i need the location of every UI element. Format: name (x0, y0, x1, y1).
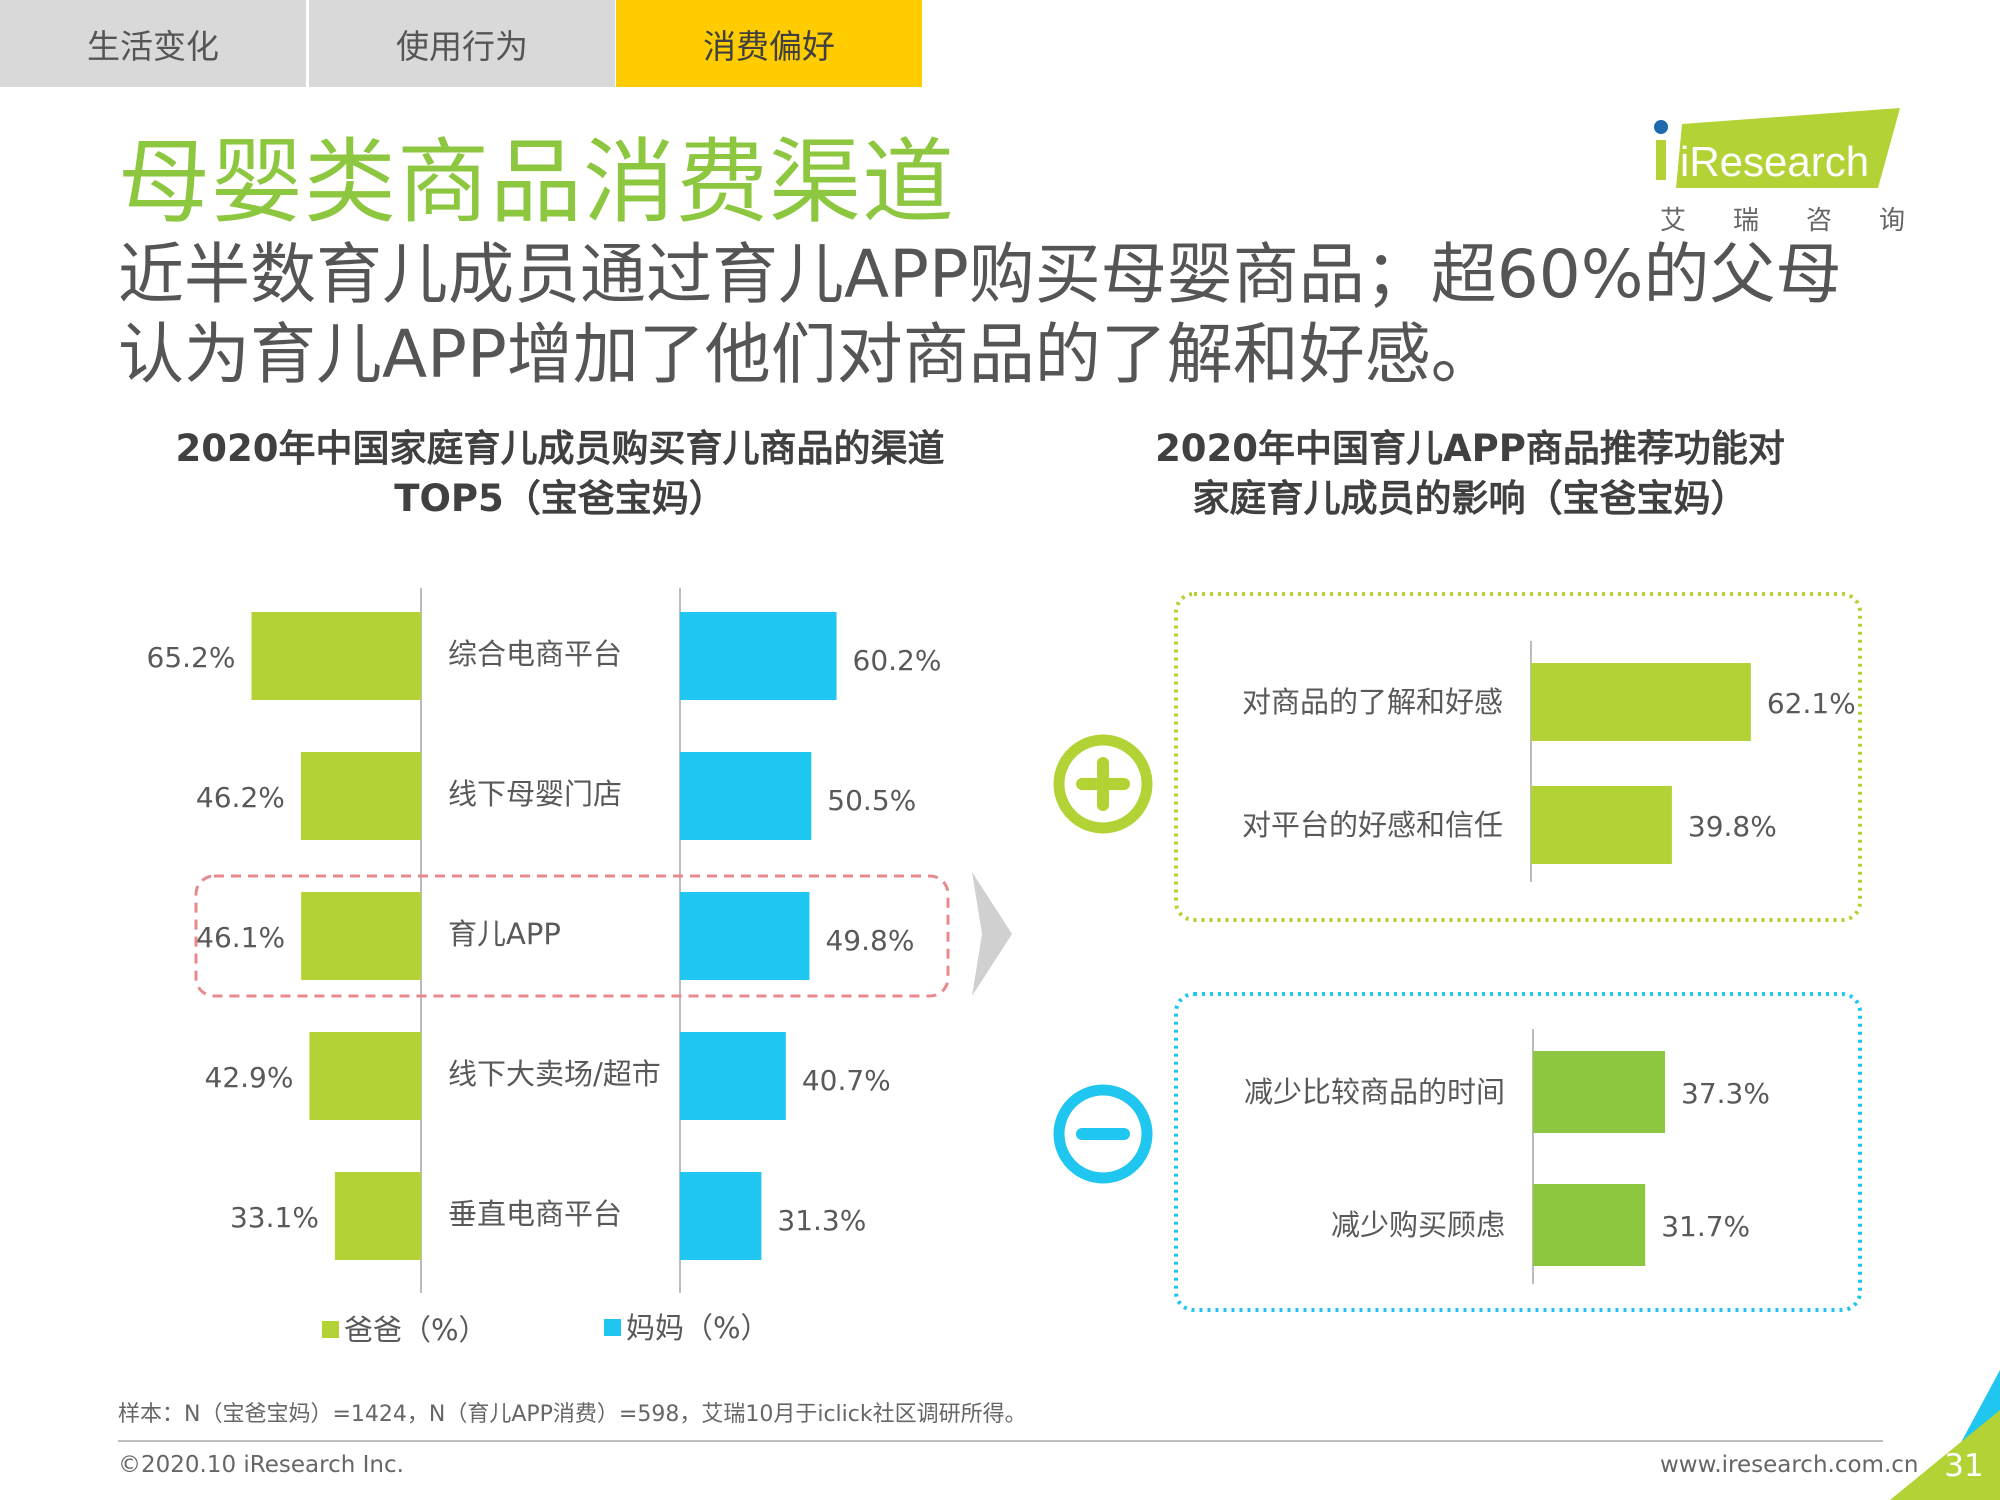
plus-icon-bar-vertical (1097, 757, 1109, 811)
dad-value-label: 42.9% (205, 1061, 294, 1094)
logo-char: 询 (1878, 206, 1905, 236)
page-subtitle: 近半数育儿成员通过育儿APP购买母婴商品；超60%的父母认为育儿APP增加了他们… (118, 236, 1842, 393)
left-chart-title: 2020年中国家庭育儿成员购买育儿商品的渠道 TOP5（宝爸宝妈） (140, 424, 980, 524)
category-label: 育儿APP (448, 917, 561, 951)
right-chart-title: 2020年中国育儿APP商品推荐功能对 家庭育儿成员的影响（宝爸宝妈） (1120, 424, 1820, 524)
category-label: 综合电商平台 (448, 637, 622, 671)
tab-life-changes[interactable]: 生活变化 (0, 0, 306, 87)
page-number: 31 (1944, 1448, 1984, 1484)
impact-bar (1531, 663, 1751, 741)
mom-value-label: 60.2% (853, 644, 942, 677)
impact-bar (1533, 1051, 1666, 1133)
iresearch-logo: iResearch (1654, 108, 1900, 188)
mom-bar (680, 752, 812, 840)
minus-icon-bar (1076, 1128, 1130, 1140)
right-chart-title-line: 家庭育儿成员的影响（宝爸宝妈） (1192, 477, 1748, 520)
dad-bar (301, 892, 421, 980)
dad-value-label: 65.2% (147, 641, 236, 674)
left-chart-title-line: TOP5（宝爸宝妈） (394, 477, 726, 520)
dad-value-label: 46.2% (196, 781, 285, 814)
mom-bar (680, 892, 810, 980)
dad-value-label: 33.1% (230, 1201, 319, 1234)
mom-bar (680, 1032, 786, 1120)
logo-chinese: 艾 瑞 咨 询 (1660, 200, 1905, 237)
impact-category-label: 对商品的了解和好感 (1242, 685, 1503, 719)
category-label: 线下母婴门店 (448, 777, 622, 811)
impact-value-label: 31.7% (1661, 1210, 1750, 1243)
impact-bar (1531, 786, 1672, 864)
footnote: 样本：N（宝爸宝妈）=1424，N（育儿APP消费）=598，艾瑞10月于icl… (118, 1402, 1027, 1427)
plus-group-box (1174, 592, 1862, 922)
arrow-chevron (972, 872, 1012, 996)
dad-bar (309, 1032, 421, 1120)
footer-divider (118, 1440, 1883, 1442)
mom-value-label: 31.3% (777, 1204, 866, 1237)
impact-bar (1533, 1184, 1646, 1266)
impact-value-label: 39.8% (1688, 810, 1777, 843)
legend-label-dad: 爸爸（%） (344, 1313, 488, 1347)
minus-icon (1053, 1084, 1153, 1184)
legend-label-mom: 妈妈（%） (626, 1311, 770, 1345)
tab-consumption-preference[interactable]: 消费偏好 (616, 0, 922, 87)
logo-char: 艾 (1660, 206, 1687, 236)
category-label: 线下大卖场/超市 (448, 1057, 661, 1091)
dad-value-label: 46.1% (196, 921, 285, 954)
impact-value-label: 62.1% (1767, 687, 1856, 720)
dad-bar (251, 612, 421, 700)
plus-icon (1053, 734, 1153, 834)
minus-group-box (1174, 992, 1862, 1312)
highlight-box (194, 874, 950, 998)
category-label: 垂直电商平台 (448, 1197, 622, 1231)
mom-bar (680, 612, 837, 700)
tab-usage-behavior[interactable]: 使用行为 (309, 0, 615, 87)
right-chart-title-line: 2020年中国育儿APP商品推荐功能对 (1155, 427, 1785, 470)
dad-bar (334, 1172, 421, 1260)
legend-swatch-dad (322, 1321, 339, 1338)
impact-category-label: 减少比较商品的时间 (1244, 1075, 1505, 1109)
impact-category-label: 减少购买顾虑 (1331, 1208, 1505, 1242)
logo-char: 瑞 (1732, 206, 1759, 236)
left-chart-title-line: 2020年中国家庭育儿成员购买育儿商品的渠道 (175, 427, 945, 470)
mom-bar (680, 1172, 762, 1260)
impact-category-label: 对平台的好感和信任 (1242, 808, 1503, 842)
logo-char: 咨 (1805, 206, 1832, 236)
mom-value-label: 50.5% (827, 784, 916, 817)
page-title: 母婴类商品消费渠道 (118, 129, 956, 236)
svg-text:iResearch: iResearch (1680, 138, 1869, 185)
copyright: ©2020.10 iResearch Inc. (118, 1452, 404, 1478)
impact-value-label: 37.3% (1681, 1077, 1770, 1110)
legend-swatch-mom (604, 1319, 621, 1336)
mom-value-label: 40.7% (802, 1064, 891, 1097)
website-link[interactable]: www.iresearch.com.cn (1660, 1452, 1919, 1478)
mom-value-label: 49.8% (825, 924, 914, 957)
dad-bar (300, 752, 421, 840)
